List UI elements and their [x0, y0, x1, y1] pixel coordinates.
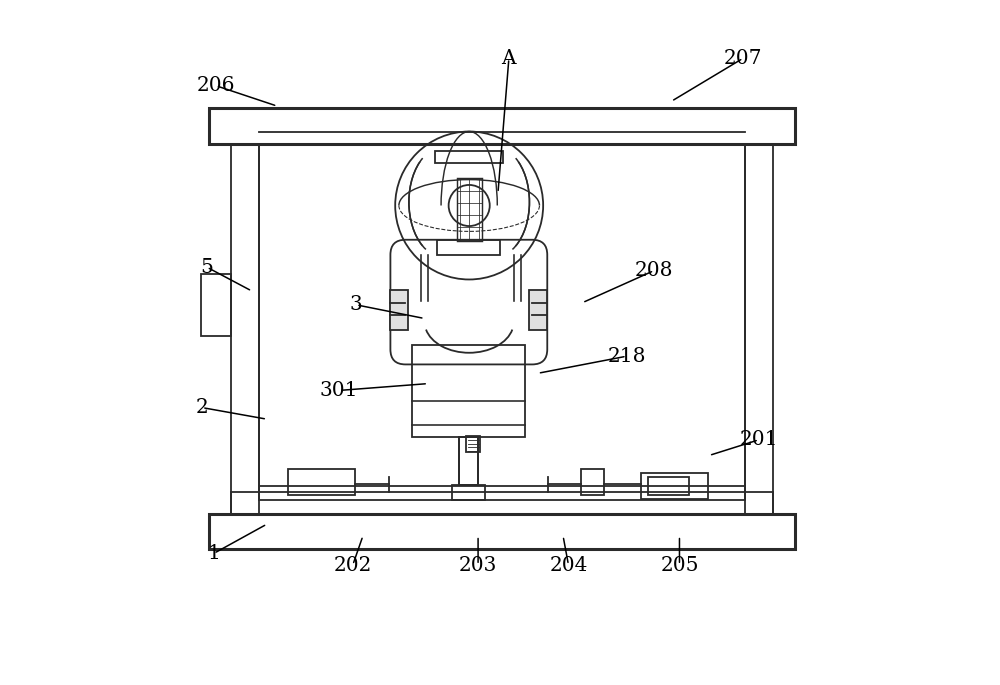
Bar [581, 469, 604, 495]
Bar [745, 144, 773, 514]
Text: 301: 301 [320, 381, 358, 400]
Bar [459, 437, 478, 485]
Text: 204: 204 [549, 556, 588, 575]
Text: 208: 208 [635, 261, 673, 280]
Bar [459, 437, 478, 485]
Text: 3: 3 [350, 295, 363, 314]
Text: A: A [502, 49, 516, 68]
Bar [201, 274, 231, 336]
Text: 201: 201 [740, 430, 778, 449]
Bar [648, 477, 689, 495]
Bar [435, 151, 503, 163]
Bar [457, 178, 482, 241]
Bar [529, 290, 547, 330]
Bar [288, 469, 355, 495]
Text: 5: 5 [200, 258, 213, 277]
Bar [209, 514, 795, 549]
Text: 203: 203 [459, 556, 497, 575]
Bar [641, 473, 708, 499]
Text: 1: 1 [207, 544, 220, 563]
Text: 205: 205 [660, 556, 699, 575]
Bar [437, 240, 500, 255]
Bar [412, 345, 525, 437]
Bar [259, 486, 745, 500]
Bar [231, 144, 259, 514]
Bar [466, 436, 480, 452]
Text: 202: 202 [334, 556, 372, 575]
Bar [452, 485, 485, 500]
Text: 207: 207 [724, 49, 762, 68]
Text: 218: 218 [607, 347, 646, 366]
Bar [231, 492, 773, 514]
Bar [390, 290, 408, 330]
Text: 206: 206 [196, 76, 235, 95]
Text: 2: 2 [196, 398, 208, 417]
Bar [209, 108, 795, 144]
